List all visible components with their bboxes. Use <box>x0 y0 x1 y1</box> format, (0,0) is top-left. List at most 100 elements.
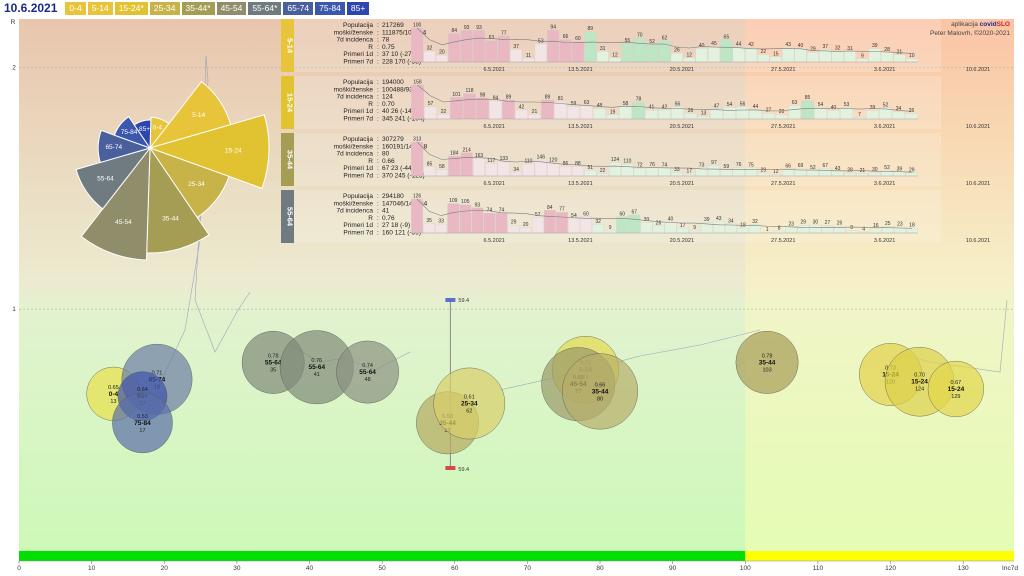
bar-value: 30 <box>872 167 878 173</box>
x-tick-label: 60 <box>451 565 459 572</box>
bar <box>720 169 733 177</box>
bar-value: 29 <box>511 220 517 226</box>
bar <box>471 207 484 234</box>
stat-colon: : <box>377 59 379 66</box>
bar <box>658 109 671 120</box>
bar <box>710 108 723 120</box>
pie-slice-label: 5-14 <box>192 112 205 119</box>
bar-value: 60 <box>575 36 581 42</box>
bar <box>497 161 510 177</box>
date-tick-label: 3.6.2021 <box>874 124 895 130</box>
panel-background <box>281 133 941 186</box>
panel-5-14: 5-14Populacija:217269moški/ženske:111875… <box>281 19 990 73</box>
date-tick-label: 27.5.2021 <box>771 181 795 187</box>
bar <box>881 52 894 63</box>
bar <box>559 39 572 63</box>
bar-value: 78 <box>636 97 642 103</box>
range-marker-top <box>445 298 456 302</box>
bar-value: 21 <box>532 109 538 115</box>
panel-background <box>281 76 941 129</box>
bar <box>905 58 918 63</box>
stat-label: moški/ženske <box>334 86 374 93</box>
x-tick-label: 110 <box>813 565 824 572</box>
x-tick-label: 120 <box>885 565 896 572</box>
bar <box>547 162 560 177</box>
pie-slice-85+ <box>133 119 152 150</box>
bubble-r-label: 0.53 <box>137 414 148 420</box>
bar-value: 39 <box>870 105 876 111</box>
bar <box>806 170 819 177</box>
bar <box>658 167 671 177</box>
moving-average-line <box>416 198 913 229</box>
range-marker-bottom <box>445 466 456 470</box>
bar-value: 84 <box>451 28 457 34</box>
bubble-75-84 <box>112 392 173 454</box>
bubble-15-24 <box>927 360 984 418</box>
bar-value: 76 <box>736 162 742 168</box>
age-chip: 35-44* <box>181 1 215 15</box>
stat-value: 0.76 <box>382 215 395 222</box>
bar <box>676 228 689 234</box>
bar-value: 110 <box>524 159 532 165</box>
bar-value: 32 <box>835 46 841 52</box>
bar-value: 33 <box>438 219 444 225</box>
bubble-inc-label: 35 <box>270 367 276 373</box>
bar <box>448 33 461 63</box>
stat-colon: : <box>377 173 379 180</box>
stat-value: 78 <box>382 37 390 44</box>
bar-value: 52 <box>810 165 816 171</box>
y-tick-label: 2 <box>12 64 16 71</box>
bar <box>670 172 683 177</box>
stat-colon: : <box>377 208 379 215</box>
bar-value: 34 <box>513 167 519 173</box>
bubble-inc-label: 124 <box>915 387 924 393</box>
bar-value: 77 <box>559 207 565 213</box>
bar <box>707 165 720 177</box>
bar <box>720 39 733 63</box>
bar-value: 15 <box>773 51 779 57</box>
stat-colon: : <box>377 101 379 108</box>
bar <box>814 107 827 120</box>
bar-value: 20 <box>439 50 445 56</box>
date-tick-label: 10.6.2021 <box>966 181 990 187</box>
stat-value: 100488/93512 <box>382 86 424 93</box>
bar <box>801 100 814 120</box>
bar-value: 29 <box>761 167 767 173</box>
y-axis-label: R <box>11 19 16 26</box>
stat-value: 37 10 (-27) <box>382 51 414 58</box>
bar <box>472 158 486 177</box>
bar <box>757 54 770 63</box>
stat-label: Primeri 7d <box>343 116 373 123</box>
stat-label: moški/ženske <box>334 200 374 207</box>
bar-value: 124 <box>611 157 620 163</box>
stat-label: 7d incidenca <box>337 208 374 215</box>
panel-35-44: 35-44Populacija:307279moški/ženske:16019… <box>281 133 990 187</box>
date-tick-label: 20.5.2021 <box>670 67 694 73</box>
bar <box>621 163 634 177</box>
stat-value: 0.66 <box>382 158 395 165</box>
bar <box>485 163 498 177</box>
bar <box>584 170 597 177</box>
stat-label: Primeri 1d <box>343 165 373 172</box>
bar <box>819 168 832 177</box>
bar-value: 40 <box>699 43 705 49</box>
bar <box>762 113 775 120</box>
trajectory-line <box>156 55 251 391</box>
bar-value: 85 <box>427 161 433 167</box>
bar-value: 126 <box>413 194 422 200</box>
bar <box>476 97 489 120</box>
brand-b: SLO <box>996 21 1010 28</box>
bar <box>568 218 580 234</box>
bar <box>609 57 622 63</box>
stat-colon: : <box>377 136 379 143</box>
credit-prefix: aplikacija <box>951 21 978 28</box>
bar-value: 21 <box>860 168 866 174</box>
bar-value: 57 <box>428 101 434 107</box>
date-tick-label: 3.6.2021 <box>874 67 895 73</box>
bar-value: 97 <box>711 160 717 166</box>
bar-value: 31 <box>600 46 606 52</box>
bar-value: 105 <box>461 199 470 205</box>
bar <box>472 30 486 63</box>
bar-value: 93 <box>476 25 482 31</box>
bar-value: 32 <box>752 219 758 225</box>
